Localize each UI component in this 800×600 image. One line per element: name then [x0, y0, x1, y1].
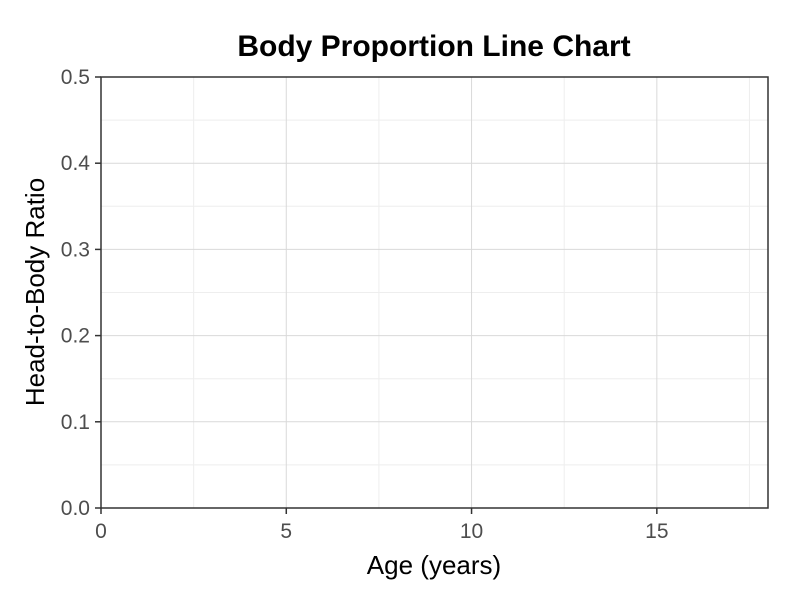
- y-axis-title: Head-to-Body Ratio: [20, 178, 50, 406]
- x-axis-ticks: 0 5 10 15: [95, 508, 669, 543]
- x-tick-label-2: 10: [460, 520, 483, 543]
- y-tick-label-5: 0.5: [61, 66, 90, 89]
- chart-title: Body Proportion Line Chart: [237, 30, 630, 63]
- x-axis-title: Age (years): [367, 550, 501, 580]
- x-tick-label-3: 15: [645, 520, 668, 543]
- y-tick-label-2: 0.2: [61, 325, 90, 348]
- x-tick-label-0: 0: [95, 520, 107, 543]
- x-tick-label-1: 5: [280, 520, 292, 543]
- plot-panel-border: [100, 76, 769, 509]
- y-tick-label-1: 0.1: [61, 411, 90, 434]
- y-tick-label-0: 0.0: [61, 497, 90, 520]
- y-tick-label-3: 0.3: [61, 238, 90, 261]
- y-axis-ticks: 0.0 0.1 0.2 0.3 0.4 0.5: [61, 66, 101, 520]
- y-tick-label-4: 0.4: [61, 152, 91, 175]
